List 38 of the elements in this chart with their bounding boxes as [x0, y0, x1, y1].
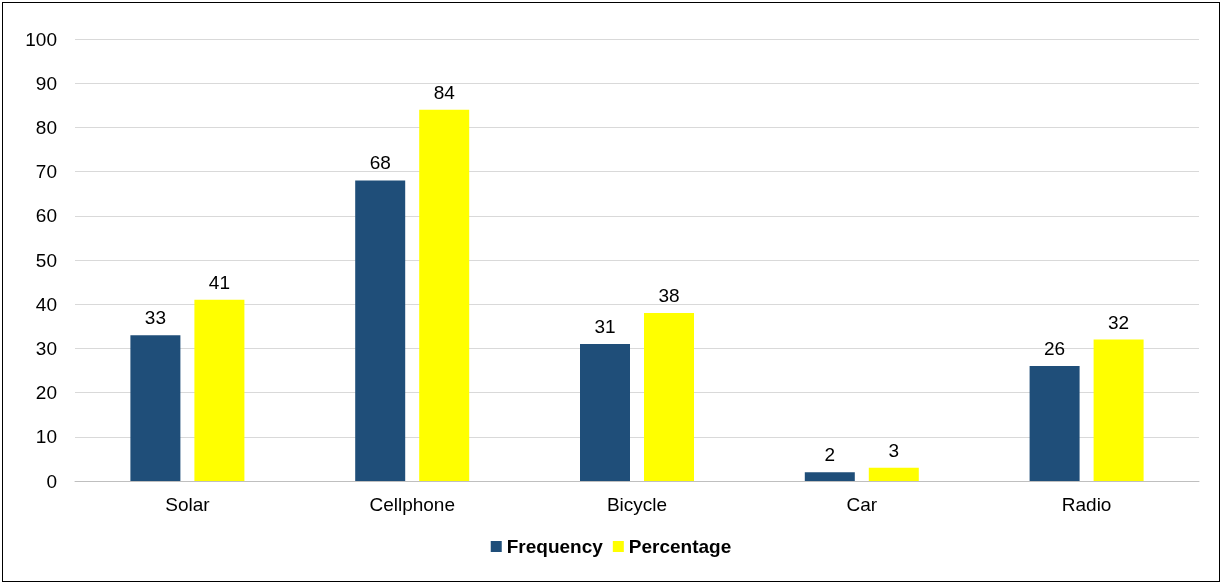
- bar: [1029, 366, 1080, 481]
- bar: [644, 313, 694, 481]
- bar: [419, 109, 470, 481]
- bar: [868, 467, 919, 481]
- data-label: 38: [658, 285, 680, 307]
- data-label: 41: [208, 271, 230, 293]
- y-tick-label: 40: [35, 293, 57, 315]
- data-label: 31: [594, 315, 616, 337]
- y-tick-label: 30: [35, 337, 57, 359]
- y-tick-label: 60: [35, 205, 57, 227]
- bar: [130, 335, 181, 481]
- data-label: 68: [369, 152, 391, 174]
- bar: [355, 180, 406, 481]
- data-label: 32: [1108, 311, 1130, 333]
- y-tick-label: 90: [35, 72, 57, 94]
- x-tick-label: Bicycle: [606, 494, 668, 515]
- y-tick-label: 10: [35, 426, 57, 448]
- bar: [1093, 339, 1144, 481]
- legend-label: Frequency: [506, 536, 604, 557]
- bar: [804, 472, 855, 481]
- y-tick-label: 20: [35, 382, 57, 404]
- data-label: 3: [888, 439, 900, 461]
- x-tick-label: Cellphone: [369, 494, 455, 515]
- x-tick-label: Car: [846, 494, 878, 515]
- y-tick-label: 0: [46, 470, 57, 492]
- x-tick-label: Radio: [1061, 494, 1112, 515]
- data-label: 26: [1044, 338, 1066, 360]
- data-label: 84: [433, 81, 456, 103]
- y-tick-label: 50: [35, 249, 57, 271]
- legend-label: Percentage: [628, 536, 732, 557]
- data-label: 2: [824, 444, 836, 466]
- bar: [194, 299, 245, 481]
- bar: [580, 343, 630, 481]
- x-tick-label: Solar: [165, 494, 211, 515]
- y-tick-label: 80: [35, 116, 57, 138]
- y-tick-label: 100: [25, 28, 57, 50]
- y-tick-label: 70: [35, 161, 57, 183]
- data-label: 33: [144, 307, 166, 329]
